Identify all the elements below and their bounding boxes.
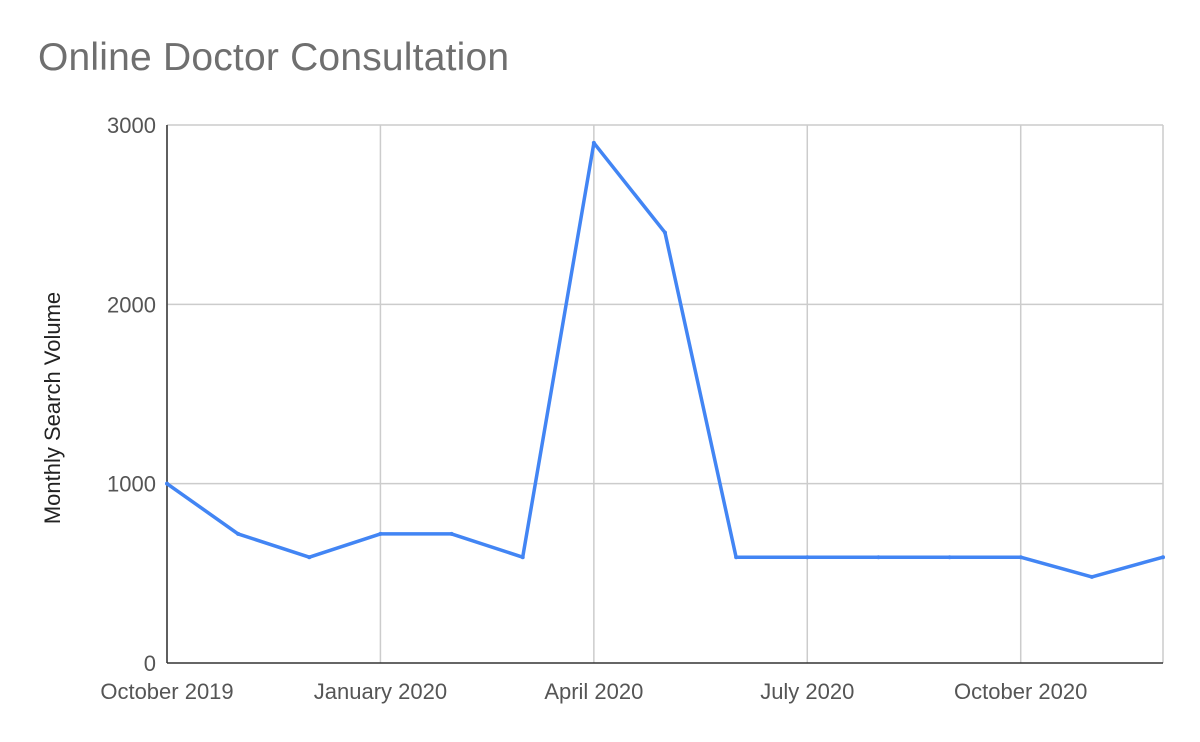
series-line [165,141,1165,579]
data-point [805,555,810,560]
data-point [947,555,952,560]
data-point [449,531,454,536]
data-point [1161,555,1165,560]
data-point [1089,574,1094,579]
y-axis-label: Monthly Search Volume [40,292,65,524]
x-tick-label: January 2020 [314,679,447,704]
data-point [876,555,881,560]
chart-title: Online Doctor Consultation [38,36,510,79]
data-point [378,531,383,536]
data-point [591,140,596,145]
data-point [165,481,169,486]
data-point [1018,555,1023,560]
y-tick-label: 0 [144,651,156,676]
x-tick-label: July 2020 [760,679,854,704]
data-point [663,230,667,235]
y-tick-label: 2000 [107,292,156,317]
y-tick-label: 1000 [107,472,156,497]
data-point [236,531,241,536]
data-point [307,555,312,560]
x-tick-label: April 2020 [544,679,643,704]
data-point [520,555,525,560]
x-tick-label: October 2019 [100,679,233,704]
x-tick-label: October 2020 [954,679,1087,704]
data-point [734,555,739,560]
y-tick-label: 3000 [107,113,156,138]
